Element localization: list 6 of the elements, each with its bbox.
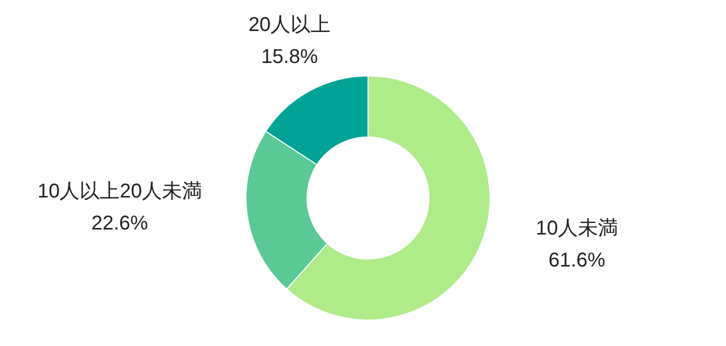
data-label: 15.8% — [261, 46, 318, 68]
slice-label: 10人以上20人未満 — [37, 180, 202, 203]
data-label: 61.6% — [548, 250, 606, 272]
slice-label: 20人以上 — [248, 14, 331, 36]
slice-label: 10人未満 — [536, 218, 618, 240]
data-label: 22.6% — [91, 212, 148, 235]
